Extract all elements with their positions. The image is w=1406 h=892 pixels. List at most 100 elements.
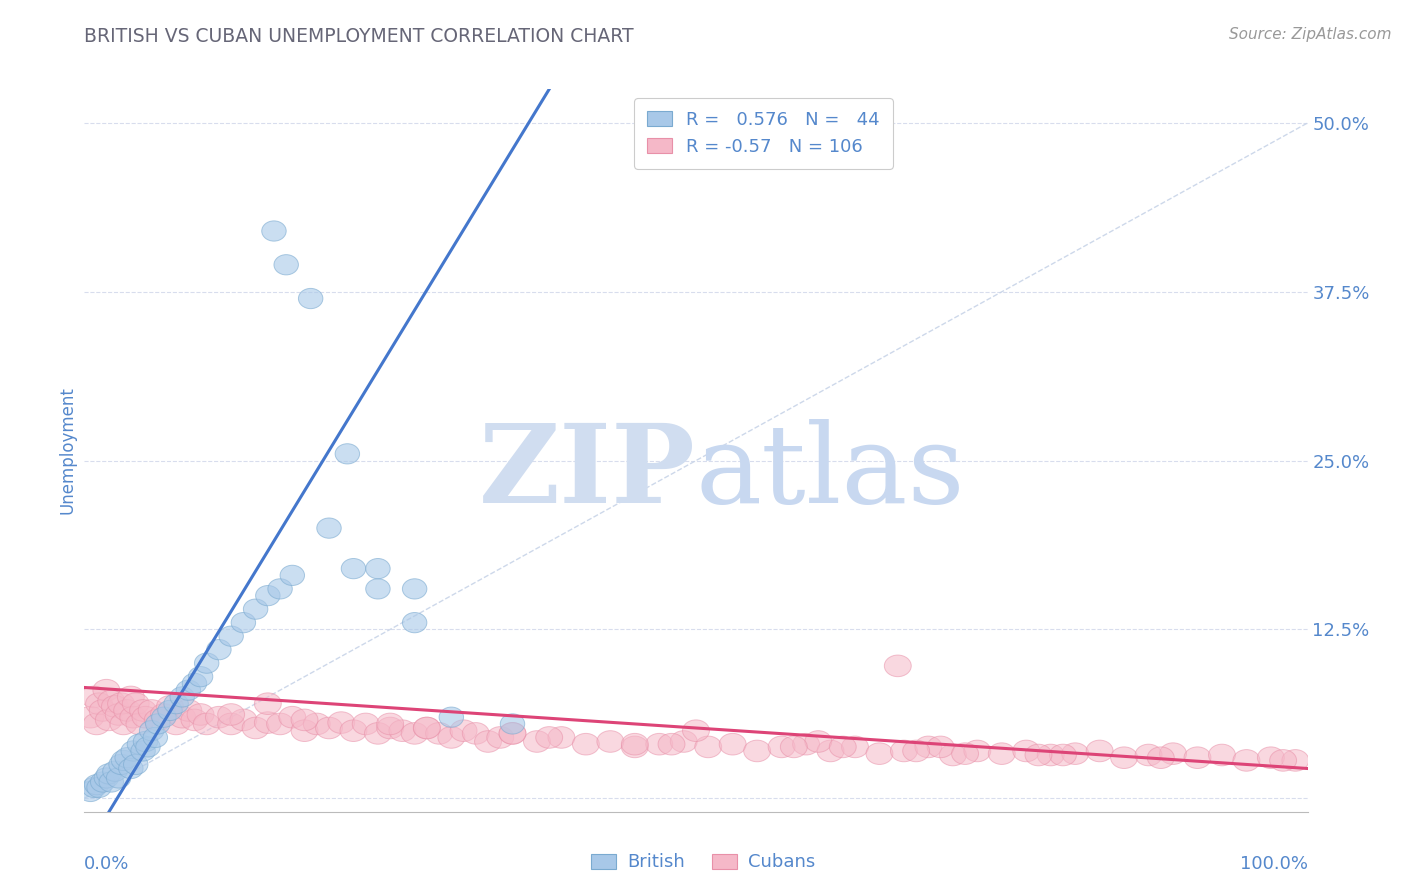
Ellipse shape: [174, 699, 202, 722]
Ellipse shape: [915, 736, 942, 757]
Text: atlas: atlas: [696, 418, 966, 525]
Ellipse shape: [1184, 747, 1211, 769]
Ellipse shape: [475, 731, 502, 752]
Text: 0.0%: 0.0%: [84, 855, 129, 873]
Ellipse shape: [426, 723, 453, 744]
Text: Source: ZipAtlas.com: Source: ZipAtlas.com: [1229, 27, 1392, 42]
Y-axis label: Unemployment: Unemployment: [58, 386, 76, 515]
Ellipse shape: [939, 744, 966, 766]
Ellipse shape: [278, 706, 305, 728]
Ellipse shape: [1012, 740, 1039, 762]
Ellipse shape: [1049, 744, 1077, 766]
Ellipse shape: [120, 706, 146, 728]
Ellipse shape: [107, 768, 131, 789]
Ellipse shape: [1282, 749, 1309, 772]
Ellipse shape: [122, 693, 149, 714]
Ellipse shape: [101, 696, 128, 717]
Ellipse shape: [114, 699, 141, 722]
Ellipse shape: [402, 613, 427, 632]
Ellipse shape: [720, 733, 747, 755]
Ellipse shape: [890, 740, 917, 762]
Ellipse shape: [645, 733, 672, 755]
Ellipse shape: [304, 713, 330, 735]
Ellipse shape: [117, 686, 145, 707]
Ellipse shape: [96, 709, 122, 731]
Ellipse shape: [127, 713, 153, 735]
Ellipse shape: [219, 626, 243, 647]
Ellipse shape: [439, 707, 464, 727]
Ellipse shape: [366, 579, 391, 599]
Ellipse shape: [1160, 743, 1187, 764]
Text: ZIP: ZIP: [479, 418, 696, 525]
Ellipse shape: [79, 781, 103, 802]
Ellipse shape: [658, 733, 685, 755]
Ellipse shape: [952, 743, 979, 764]
Ellipse shape: [744, 740, 770, 762]
Ellipse shape: [486, 727, 513, 748]
Ellipse shape: [187, 704, 214, 725]
Ellipse shape: [98, 690, 125, 712]
Ellipse shape: [118, 758, 143, 779]
Ellipse shape: [598, 731, 624, 752]
Ellipse shape: [115, 747, 139, 768]
Ellipse shape: [340, 720, 367, 741]
Ellipse shape: [256, 585, 280, 606]
Ellipse shape: [82, 777, 107, 797]
Ellipse shape: [548, 727, 575, 748]
Ellipse shape: [437, 727, 465, 748]
Ellipse shape: [695, 736, 721, 757]
Ellipse shape: [866, 743, 893, 764]
Ellipse shape: [124, 755, 148, 774]
Ellipse shape: [131, 741, 155, 761]
Ellipse shape: [90, 772, 115, 792]
Ellipse shape: [84, 774, 108, 795]
Ellipse shape: [402, 579, 427, 599]
Ellipse shape: [389, 720, 416, 741]
Ellipse shape: [499, 723, 526, 744]
Ellipse shape: [377, 713, 404, 735]
Ellipse shape: [817, 740, 844, 762]
Ellipse shape: [298, 288, 323, 309]
Legend: British, Cubans: British, Cubans: [583, 847, 823, 879]
Ellipse shape: [194, 653, 219, 673]
Ellipse shape: [342, 558, 366, 579]
Ellipse shape: [108, 693, 135, 714]
Ellipse shape: [501, 714, 524, 734]
Ellipse shape: [218, 713, 245, 735]
Ellipse shape: [165, 694, 188, 714]
Ellipse shape: [804, 731, 832, 752]
Ellipse shape: [499, 723, 526, 744]
Ellipse shape: [1062, 743, 1088, 764]
Ellipse shape: [86, 693, 112, 714]
Ellipse shape: [884, 655, 911, 677]
Ellipse shape: [1038, 744, 1064, 766]
Ellipse shape: [87, 777, 111, 797]
Ellipse shape: [842, 736, 869, 757]
Ellipse shape: [254, 693, 281, 714]
Ellipse shape: [98, 772, 124, 792]
Ellipse shape: [138, 699, 165, 722]
Ellipse shape: [1209, 744, 1236, 766]
Ellipse shape: [139, 721, 165, 741]
Ellipse shape: [89, 699, 117, 722]
Ellipse shape: [366, 558, 391, 579]
Ellipse shape: [1087, 740, 1114, 762]
Ellipse shape: [94, 768, 118, 789]
Ellipse shape: [176, 680, 201, 700]
Ellipse shape: [335, 443, 360, 464]
Ellipse shape: [780, 736, 807, 757]
Ellipse shape: [188, 666, 212, 687]
Ellipse shape: [280, 566, 305, 585]
Ellipse shape: [181, 709, 208, 731]
Ellipse shape: [205, 706, 232, 728]
Ellipse shape: [193, 713, 221, 735]
Ellipse shape: [621, 736, 648, 757]
Ellipse shape: [243, 599, 269, 619]
Ellipse shape: [163, 713, 190, 735]
Ellipse shape: [129, 699, 156, 722]
Ellipse shape: [111, 750, 136, 771]
Ellipse shape: [231, 613, 256, 632]
Ellipse shape: [105, 704, 132, 725]
Ellipse shape: [523, 731, 550, 752]
Ellipse shape: [450, 720, 477, 741]
